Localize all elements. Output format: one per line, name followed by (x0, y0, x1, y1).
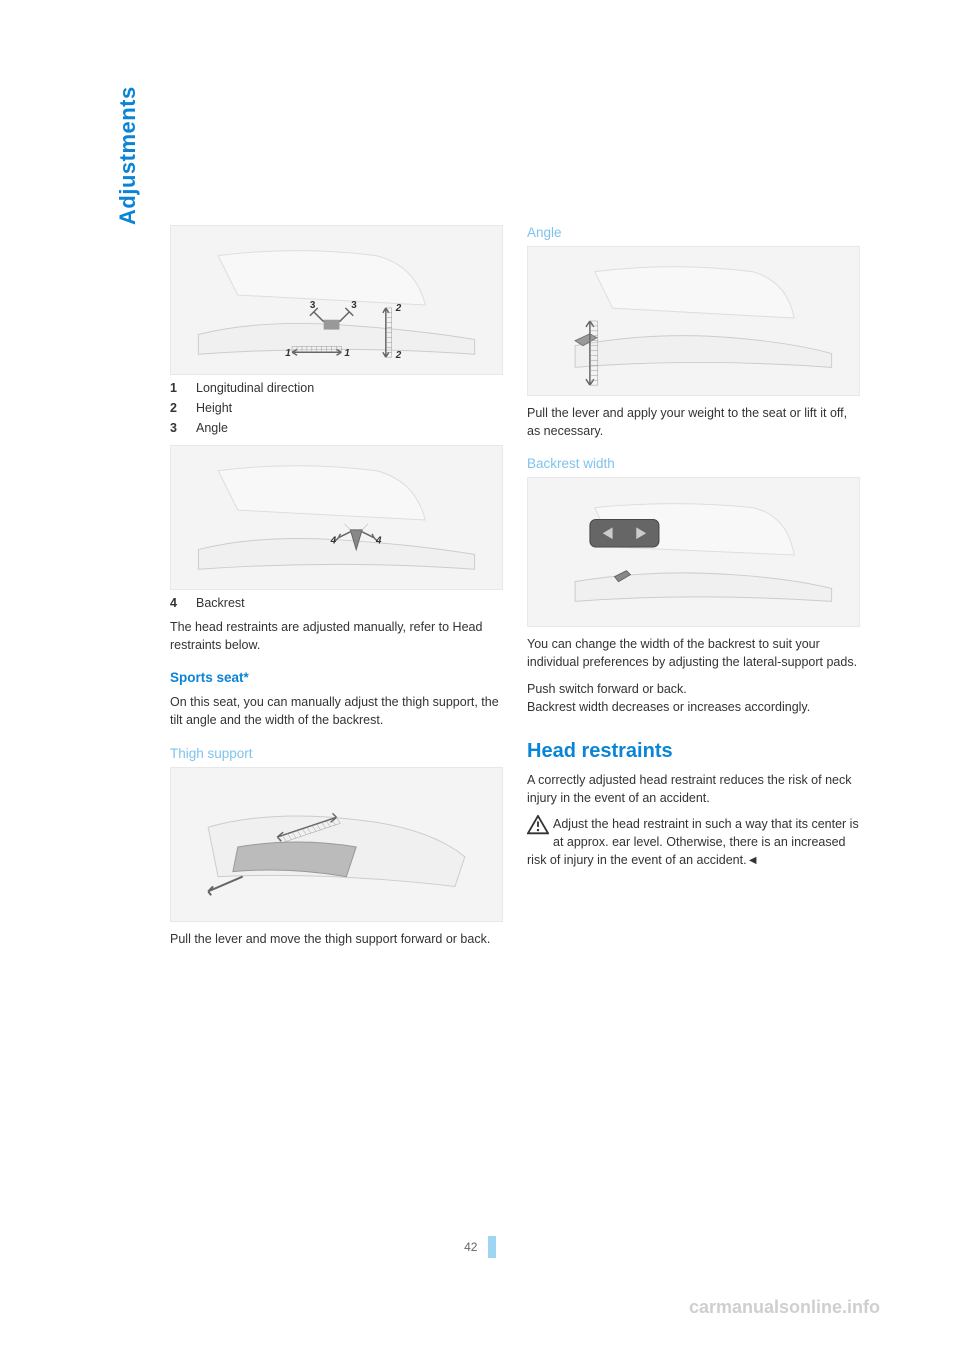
backrest-width-heading: Backrest width (527, 456, 860, 471)
left-column: 3 3 1 1 2 2 (170, 225, 503, 956)
svg-text:4: 4 (375, 536, 382, 547)
warning-icon (527, 815, 549, 835)
page-number: 42 (464, 1240, 477, 1254)
svg-text:3: 3 (351, 300, 357, 311)
svg-text:1: 1 (344, 348, 349, 359)
body-text: The head restraints are adjusted manuall… (170, 618, 503, 654)
list-item: 2 Height (170, 401, 503, 415)
list-item: 3 Angle (170, 421, 503, 435)
svg-text:4: 4 (330, 536, 337, 547)
seat-controls-diagram-2: 4 4 (170, 445, 503, 590)
sports-seat-heading: Sports seat* (170, 670, 503, 685)
body-text: On this seat, you can manually adjust th… (170, 693, 503, 729)
list-text: Angle (196, 421, 228, 435)
page-footer: 42 (0, 1236, 960, 1258)
list-num: 4 (170, 596, 182, 610)
page-wrapper: 3 3 1 1 2 2 (0, 0, 960, 1016)
list-text: Backrest (196, 596, 245, 610)
body-text: A correctly adjusted head restraint redu… (527, 771, 860, 807)
body-text: You can change the width of the backrest… (527, 635, 860, 671)
warning-block: Adjust the head restraint in such a way … (527, 815, 860, 869)
list-text: Height (196, 401, 232, 415)
backrest-width-diagram (527, 477, 860, 627)
svg-text:2: 2 (395, 350, 402, 361)
watermark: carmanualsonline.info (689, 1297, 880, 1318)
warning-text: Adjust the head restraint in such a way … (527, 817, 859, 867)
body-text: Pull the lever and move the thigh suppor… (170, 930, 503, 948)
thigh-support-diagram (170, 767, 503, 922)
list-num: 2 (170, 401, 182, 415)
head-restraints-heading: Head restraints (527, 740, 860, 763)
body-text: Push switch forward or back. Backrest wi… (527, 680, 860, 716)
list-item: 1 Longitudinal direction (170, 381, 503, 395)
page-bar-icon (488, 1236, 496, 1258)
svg-text:3: 3 (310, 300, 316, 311)
svg-text:2: 2 (395, 303, 402, 314)
right-column: Angle Pull the lever and apply your weig… (527, 225, 860, 956)
content-columns: 3 3 1 1 2 2 (170, 225, 860, 956)
list-item: 4 Backrest (170, 596, 503, 610)
seat-controls-diagram-1: 3 3 1 1 2 2 (170, 225, 503, 375)
list-num: 1 (170, 381, 182, 395)
angle-diagram (527, 246, 860, 396)
svg-text:1: 1 (285, 348, 290, 359)
list-num: 3 (170, 421, 182, 435)
body-text: Pull the lever and apply your weight to … (527, 404, 860, 440)
thigh-support-heading: Thigh support (170, 746, 503, 761)
list-text: Longitudinal direction (196, 381, 314, 395)
angle-heading: Angle (527, 225, 860, 240)
